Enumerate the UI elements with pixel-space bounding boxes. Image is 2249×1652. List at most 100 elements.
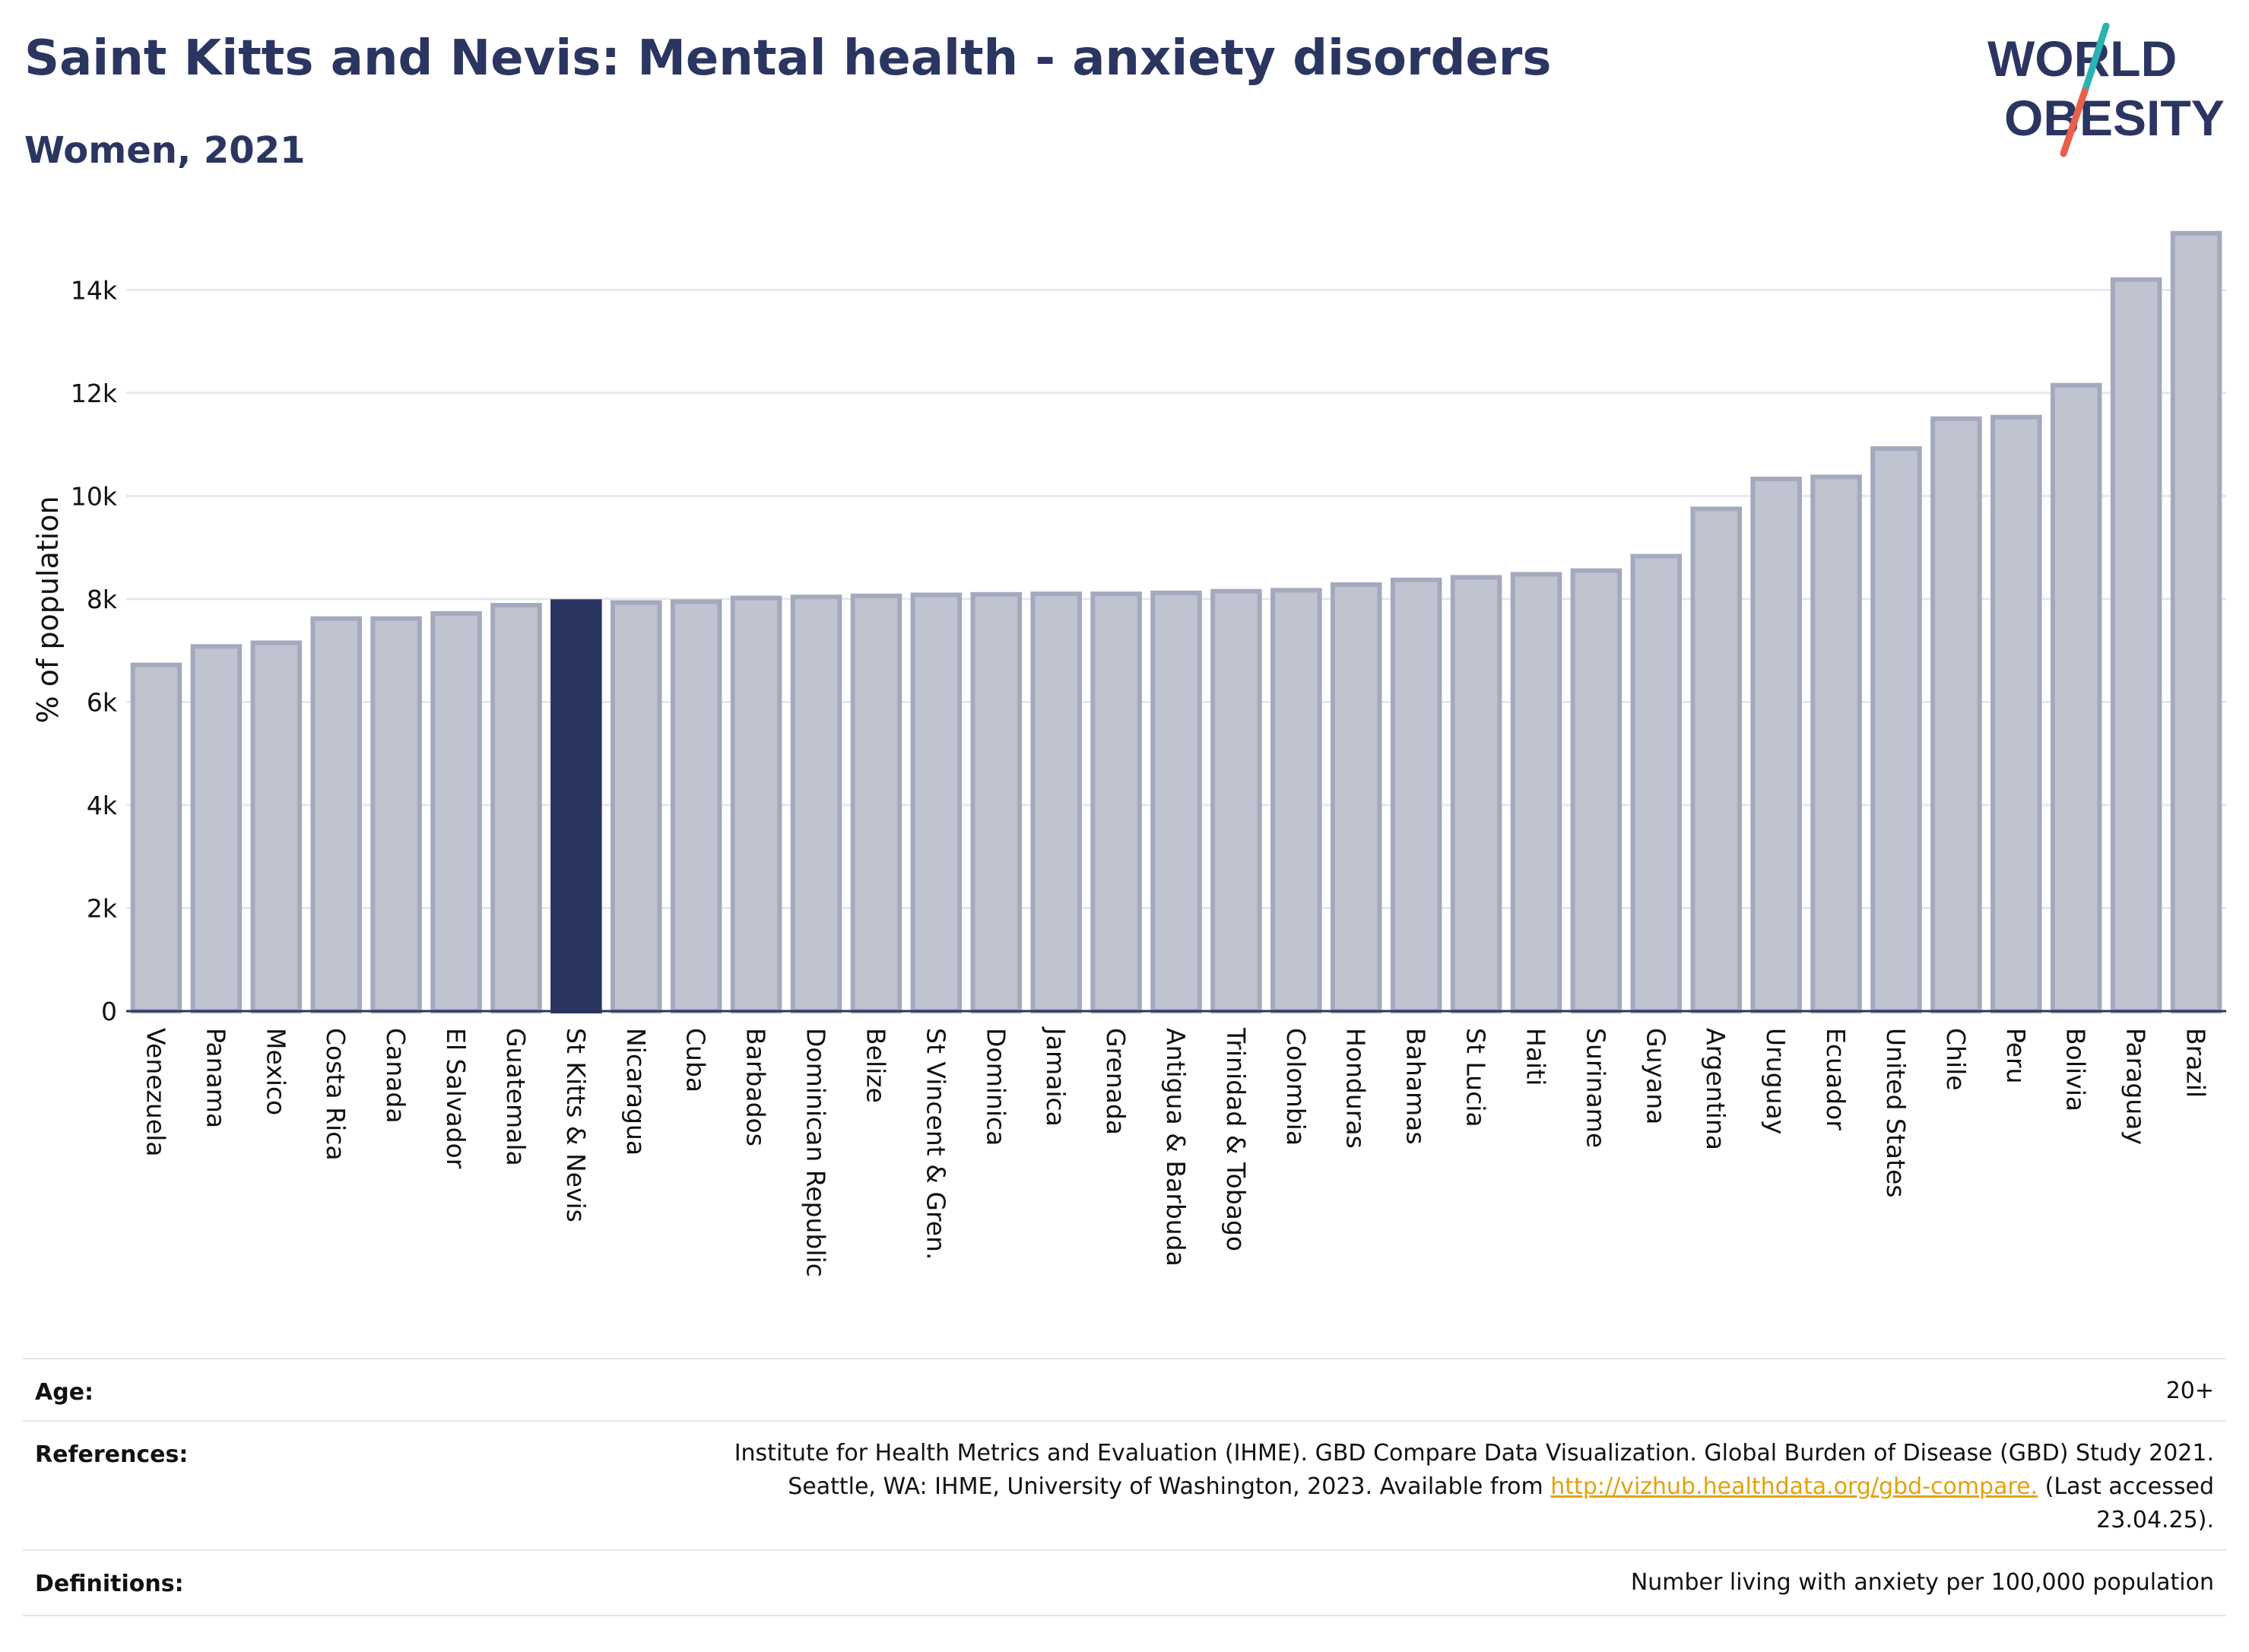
chart-title: Saint Kitts and Nevis: Mental health - a… [24, 30, 1552, 87]
x-tick-label: United States [1881, 1028, 1911, 1197]
references-label: References: [35, 1441, 189, 1468]
bars [130, 230, 2222, 1014]
definitions-label: Definitions: [35, 1571, 184, 1597]
bar [1750, 477, 1802, 1013]
x-tick-label: Paraguay [2121, 1028, 2151, 1145]
x-tick-label: Mexico [261, 1028, 290, 1115]
x-tick-label: Bahamas [1401, 1028, 1431, 1145]
logo-slash-teal-icon [2081, 23, 2110, 95]
references-row: References: Institute for Health Metrics… [23, 1420, 2226, 1551]
bar [310, 616, 362, 1013]
world-obesity-logo: WORLD OBESITY [1987, 23, 2225, 157]
references-line2-text: Seattle, WA: IHME, University of Washing… [788, 1473, 1551, 1500]
chart-subtitle: Women, 2021 [24, 129, 306, 172]
references-link[interactable]: http://vizhub.healthdata.org/gbd-compare… [1550, 1473, 2038, 1500]
bar [910, 592, 963, 1013]
x-tick-label: Peru [2001, 1028, 2031, 1084]
logo-line2: OBESITY [2004, 90, 2225, 146]
x-tick-label: Dominica [981, 1028, 1010, 1146]
references-line3: 23.04.25). [2096, 1507, 2214, 1533]
x-tick-label: Trinidad & Tobago [1221, 1027, 1251, 1251]
x-tick-label: Chile [1941, 1028, 1971, 1091]
definitions-value: Number living with anxiety per 100,000 p… [1630, 1569, 2214, 1596]
bar [250, 640, 303, 1013]
bar [490, 603, 542, 1013]
bar [970, 591, 1023, 1013]
x-tick-label: St Vincent & Gren. [921, 1028, 950, 1260]
x-tick-label: Cuba [681, 1028, 711, 1092]
bar [1210, 588, 1262, 1013]
x-tick-labels: Venezuela Panama Mexico Costa Rica Canada El … [141, 1026, 2210, 1277]
bar [1690, 506, 1743, 1013]
x-tick-label: Costa Rica [321, 1028, 351, 1161]
bar [1030, 591, 1082, 1013]
references-line2-tail: (Last accessed [2038, 1473, 2214, 1500]
y-tick-label: 8k [87, 585, 118, 614]
bar [1990, 414, 2042, 1013]
bar [190, 644, 243, 1013]
x-tick-label: Guyana [1641, 1028, 1670, 1124]
y-tick-label: 14k [71, 275, 118, 305]
bar [1630, 553, 1683, 1013]
x-tick-label: Grenada [1101, 1028, 1131, 1135]
bar [790, 595, 842, 1013]
x-tick-label: St Kitts & Nevis [561, 1028, 591, 1222]
y-tick-label: 12k [71, 379, 118, 408]
y-tick-label: 2k [87, 893, 118, 923]
x-tick-label: Colombia [1281, 1028, 1311, 1146]
y-tick-label: 10k [71, 481, 118, 511]
y-tick-label: 4k [87, 791, 118, 820]
bar [1810, 474, 1862, 1013]
x-tick-label: Bolivia [2061, 1028, 2091, 1111]
x-tick-label: St Lucia [1461, 1028, 1491, 1127]
age-value: 20+ [2165, 1378, 2214, 1404]
bar [1270, 588, 1322, 1013]
y-tick-label: 0 [101, 997, 117, 1026]
bar [430, 610, 482, 1013]
bar [1150, 590, 1202, 1013]
x-tick-label: Brazil [2181, 1028, 2211, 1098]
x-tick-label: Ecuador [1821, 1028, 1851, 1130]
x-tick-label: Canada [381, 1028, 411, 1124]
x-tick-label: Guatemala [501, 1028, 531, 1166]
x-tick-label: El Salvador [441, 1028, 471, 1169]
x-tick-label: Nicaragua [621, 1028, 651, 1156]
x-tick-label: Panama [201, 1028, 230, 1128]
bar [1390, 577, 1442, 1013]
y-tick-labels: 0 2k 4k 6k 8k 10k 12k 14k [71, 275, 118, 1026]
bar [850, 593, 902, 1013]
references-line2: Seattle, WA: IHME, University of Washing… [734, 1470, 2214, 1504]
x-tick-label: Venezuela [141, 1028, 170, 1156]
references-value: Institute for Health Metrics and Evaluat… [734, 1437, 2214, 1537]
bar [670, 599, 722, 1013]
bar [370, 616, 422, 1013]
x-tick-label: Barbados [741, 1028, 771, 1146]
definitions-row: Definitions: Number living with anxiety … [23, 1549, 2226, 1616]
x-tick-label: Uruguay [1761, 1028, 1791, 1134]
bar-chart: 0 2k 4k 6k 8k 10k 12k 14k Venezuela Panama Mexico… [31, 230, 2226, 1277]
bar [1870, 446, 1922, 1013]
bar [1510, 572, 1562, 1013]
x-tick-label: Honduras [1341, 1028, 1371, 1149]
x-tick-label: Argentina [1701, 1028, 1730, 1150]
logo-slash-red-icon [2060, 87, 2089, 157]
bar [550, 599, 602, 1013]
age-label: Age: [35, 1379, 94, 1406]
bar [130, 662, 182, 1013]
bar [1450, 575, 1502, 1013]
references-line1: Institute for Health Metrics and Evaluat… [734, 1440, 2214, 1467]
x-tick-label: Haiti [1521, 1028, 1550, 1086]
y-axis-label: % of population [31, 496, 65, 723]
age-row: Age: 20+ [23, 1358, 2226, 1422]
bar [1330, 582, 1382, 1013]
x-tick-label: Antigua & Barbuda [1161, 1028, 1191, 1267]
x-tick-label: Dominican Republic [801, 1028, 831, 1277]
bar [2050, 382, 2102, 1014]
bar [1090, 591, 1142, 1013]
bar [1570, 568, 1623, 1013]
y-tick-label: 6k [87, 687, 118, 717]
bar [610, 600, 662, 1013]
x-tick-label: Suriname [1581, 1028, 1610, 1148]
x-tick-label: Belize [861, 1028, 890, 1103]
bar [730, 595, 782, 1013]
